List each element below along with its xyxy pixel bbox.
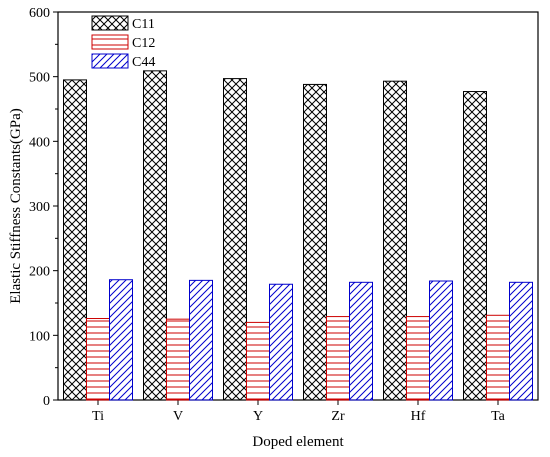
bar-c11-ti xyxy=(63,79,87,401)
bar-c12-y xyxy=(246,321,270,401)
bar-c11-v xyxy=(143,70,167,401)
y-tick-label: 600 xyxy=(29,6,50,21)
bars xyxy=(63,70,533,401)
bar-c44-y xyxy=(269,283,293,401)
axes: 0 100 200 300 400 500 600 Ti V Y Zr Hf Ta xyxy=(29,6,539,424)
bar-c44-ta xyxy=(509,281,533,401)
x-tick-label-y: Y xyxy=(253,409,263,424)
legend-label-c12: C12 xyxy=(132,36,155,51)
bar-c12-zr xyxy=(326,316,350,401)
y-tick-label: 0 xyxy=(43,394,50,409)
bar-c11-y xyxy=(223,78,247,401)
x-axis-title: Doped element xyxy=(252,434,344,450)
bar-c44-ti xyxy=(109,279,133,401)
bar-c44-v xyxy=(189,279,213,401)
bar-c44-hf xyxy=(429,280,453,401)
y-tick-label: 400 xyxy=(29,135,50,150)
x-tick-label-hf: Hf xyxy=(411,409,426,424)
bar-c11-zr xyxy=(303,83,327,401)
legend-swatch-c44 xyxy=(91,53,129,69)
y-tick-label: 500 xyxy=(29,71,50,86)
bar-c12-v xyxy=(166,318,190,401)
bar-c44-zr xyxy=(349,281,373,401)
x-tick-label-v: V xyxy=(173,409,183,424)
y-tick-label: 100 xyxy=(29,329,50,344)
bar-c11-ta xyxy=(463,91,487,401)
bar-c11-hf xyxy=(383,80,407,401)
bar-c12-ti xyxy=(86,318,110,401)
bar-c12-ta xyxy=(486,314,510,401)
y-tick-label: 200 xyxy=(29,265,50,280)
x-tick-label-zr: Zr xyxy=(331,409,345,424)
legend-swatch-c11 xyxy=(91,15,129,31)
y-axis-title: Elastic Stiffness Constants(GPa) xyxy=(8,108,24,304)
x-tick-label-ta: Ta xyxy=(491,409,506,424)
y-tick-label: 300 xyxy=(29,200,50,215)
bar-c12-hf xyxy=(406,316,430,401)
legend: C11 C12 C44 xyxy=(91,15,155,70)
legend-label-c44: C44 xyxy=(132,55,155,70)
legend-label-c11: C11 xyxy=(132,17,155,32)
legend-swatch-c12 xyxy=(91,34,129,50)
x-tick-label-ti: Ti xyxy=(92,409,104,424)
